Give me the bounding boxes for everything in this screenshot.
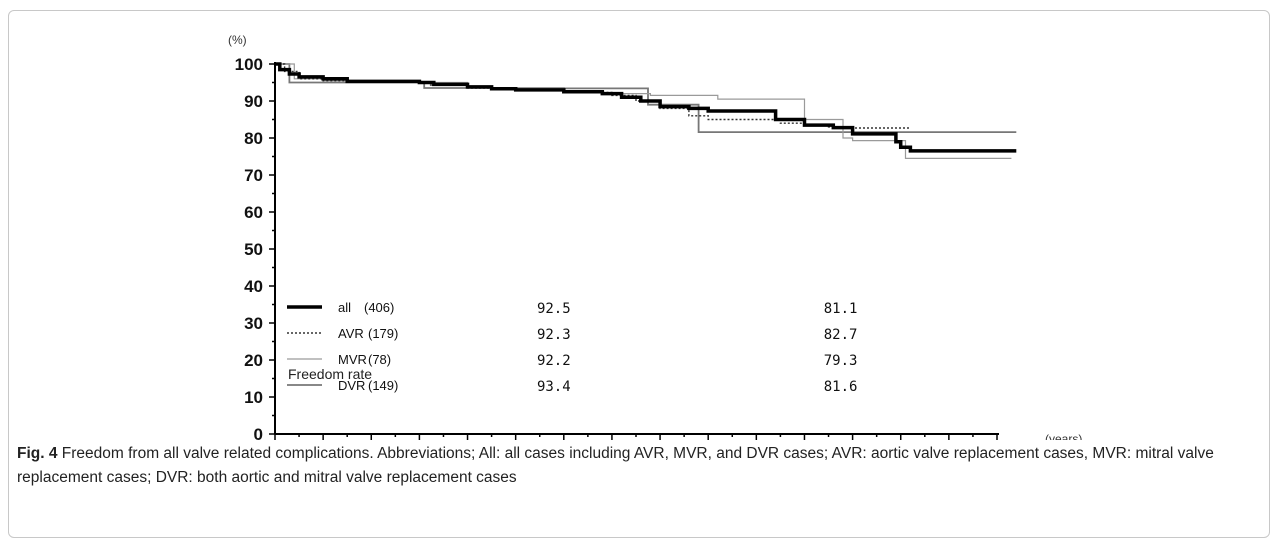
y-tick-label: 10 — [244, 388, 263, 407]
survival-chart: (%) (years) Freedom rate 0 10 20 30 40 50 60 70… — [228, 33, 1082, 440]
legend-count: (149) — [368, 378, 398, 393]
series-line-dvr — [275, 63, 1017, 133]
rate-12yr: 81.1 — [824, 301, 858, 317]
y-tick-label: 60 — [244, 203, 263, 222]
series-line-all — [275, 62, 1017, 153]
rate-12yr: 81.6 — [824, 379, 858, 395]
legend-count: (406) — [364, 300, 394, 315]
y-tick-label: 100 — [235, 55, 263, 74]
rate-6yr: 92.2 — [537, 353, 571, 369]
legend-name: AVR — [338, 326, 364, 341]
series-layer — [275, 62, 1017, 159]
legend-name: all — [338, 300, 351, 315]
legend-count: (78) — [368, 352, 391, 367]
legend-title: Freedom rate — [288, 366, 372, 382]
legend-name: DVR — [338, 378, 365, 393]
y-tick-label: 80 — [244, 129, 263, 148]
y-tick-label: 30 — [244, 314, 263, 333]
caption-text: Freedom from all valve related complicat… — [17, 445, 1214, 486]
y-tick-label: 0 — [254, 425, 263, 440]
rate-6yr: 93.4 — [537, 379, 571, 395]
caption-label: Fig. 4 — [17, 445, 58, 462]
y-tick-label: 70 — [244, 166, 263, 185]
y-tick-label: 50 — [244, 240, 263, 259]
series-line-avr — [275, 63, 911, 129]
rate-12yr: 82.7 — [824, 327, 858, 343]
legend: all (406) 92.5 81.1 AVR (179) 92.3 82.7 MVR (78) 9… — [287, 300, 857, 395]
legend-count: (179) — [368, 326, 398, 341]
y-tick-label: 20 — [244, 351, 263, 370]
rate-6yr: 92.5 — [537, 301, 571, 317]
figure-caption: Fig. 4 Freedom from all valve related co… — [17, 442, 1257, 490]
rate-12yr: 79.3 — [824, 353, 858, 369]
legend-name: MVR — [338, 352, 367, 367]
rate-6yr: 92.3 — [537, 327, 571, 343]
axes: 0102030405060708090100012345678910111213… — [235, 55, 999, 440]
y-tick-label: 40 — [244, 277, 263, 296]
x-axis-label: (years) — [1045, 432, 1082, 440]
y-tick-label: 90 — [244, 92, 263, 111]
y-axis-label: (%) — [228, 33, 247, 47]
